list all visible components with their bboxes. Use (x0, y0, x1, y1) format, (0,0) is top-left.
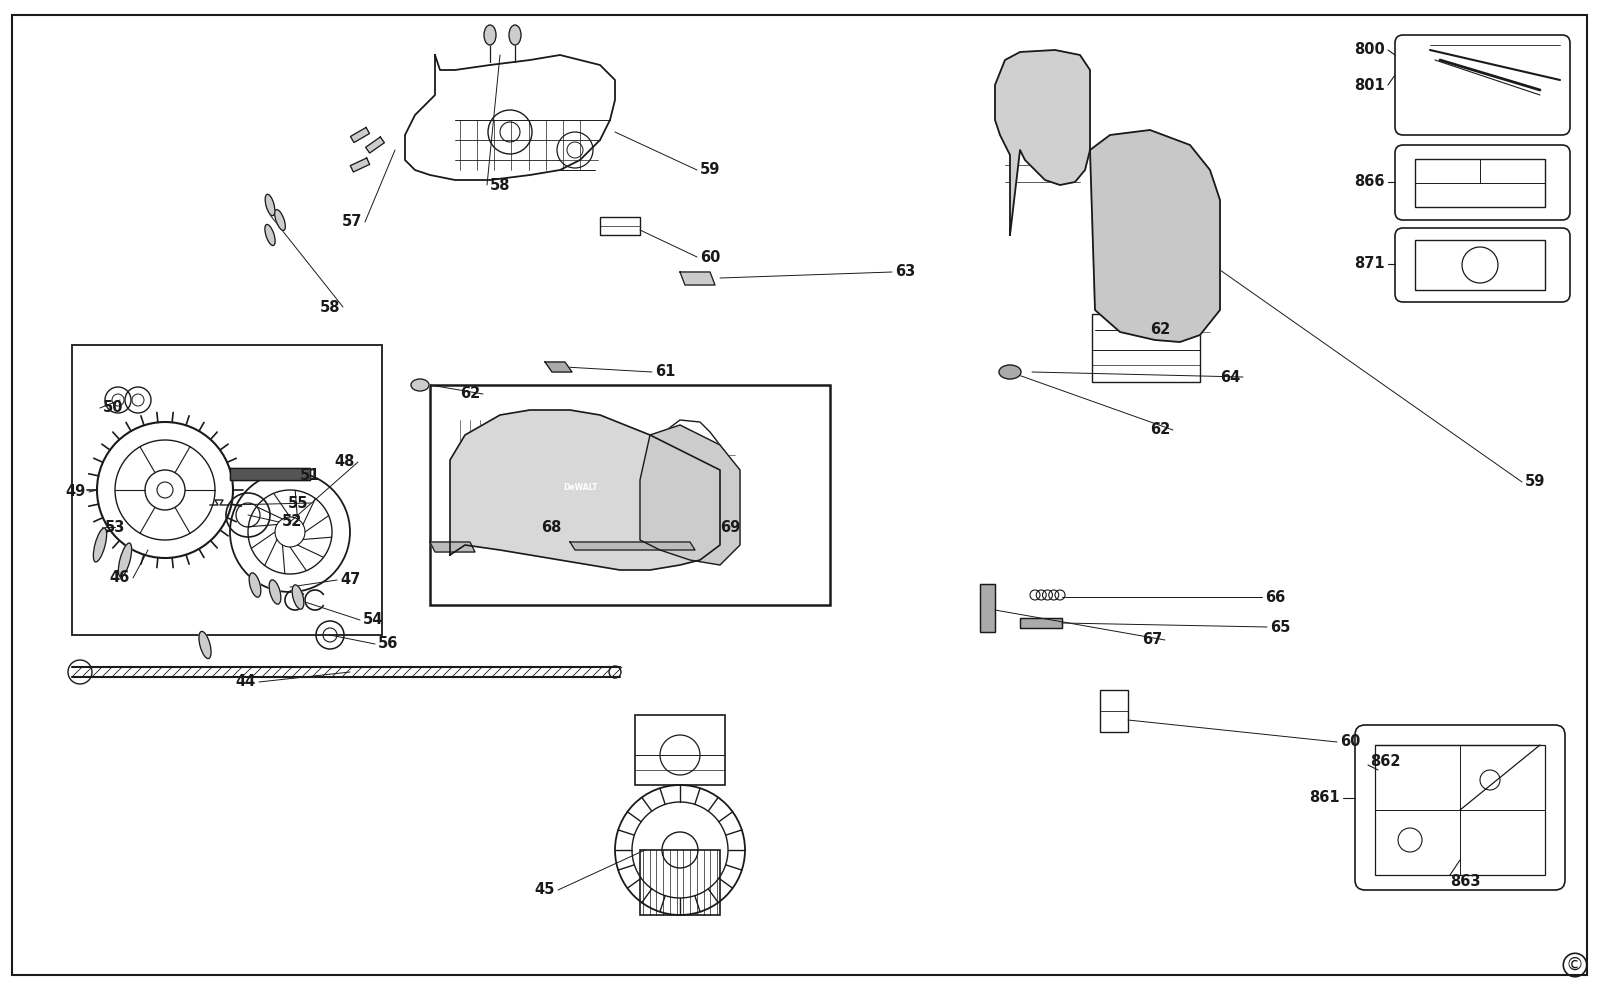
Text: 862: 862 (1370, 754, 1400, 769)
Polygon shape (405, 55, 614, 180)
Text: DeWALT: DeWALT (563, 483, 597, 492)
Text: 53: 53 (106, 520, 125, 535)
Bar (979, 584, 995, 632)
Polygon shape (680, 272, 715, 285)
Polygon shape (430, 542, 475, 552)
Ellipse shape (266, 194, 275, 216)
Text: 55: 55 (288, 496, 307, 511)
Text: 46: 46 (110, 570, 130, 585)
Bar (72, 345, 382, 635)
Text: 65: 65 (1270, 620, 1290, 635)
Polygon shape (230, 468, 310, 480)
Ellipse shape (411, 379, 429, 391)
Text: 45: 45 (534, 882, 555, 898)
Bar (1414, 159, 1546, 207)
Bar (1091, 314, 1200, 382)
Text: 67: 67 (1142, 633, 1162, 647)
Polygon shape (350, 158, 370, 172)
Text: 69: 69 (720, 521, 741, 536)
Bar (635, 715, 725, 785)
Ellipse shape (293, 585, 304, 609)
Text: 44: 44 (235, 674, 256, 689)
Ellipse shape (998, 365, 1021, 379)
Text: 61: 61 (654, 364, 675, 379)
Bar (530, 474, 630, 502)
Bar (1021, 618, 1062, 628)
Bar (1101, 690, 1128, 732)
Polygon shape (640, 425, 739, 565)
Polygon shape (570, 542, 694, 550)
Ellipse shape (483, 25, 496, 45)
Text: 56: 56 (378, 637, 398, 651)
Text: 63: 63 (894, 264, 915, 279)
Text: 52: 52 (282, 515, 302, 530)
Polygon shape (366, 137, 384, 153)
Text: 59: 59 (701, 162, 720, 177)
Ellipse shape (266, 225, 275, 246)
Polygon shape (450, 410, 720, 570)
Ellipse shape (118, 544, 131, 577)
Ellipse shape (275, 210, 285, 231)
Text: 60: 60 (701, 249, 720, 264)
Polygon shape (350, 128, 370, 143)
Ellipse shape (509, 25, 522, 45)
Ellipse shape (269, 580, 282, 604)
Polygon shape (1090, 130, 1221, 342)
Bar (640, 850, 720, 915)
Polygon shape (995, 50, 1090, 235)
Bar (600, 217, 640, 235)
Text: 62: 62 (459, 386, 480, 402)
Polygon shape (546, 362, 573, 372)
Ellipse shape (250, 573, 261, 597)
Text: 68: 68 (542, 521, 562, 536)
Text: 62: 62 (1150, 323, 1170, 338)
Text: 861: 861 (1309, 790, 1341, 806)
Text: 801: 801 (1354, 77, 1386, 92)
Text: 866: 866 (1355, 174, 1386, 189)
Bar (979, 584, 995, 632)
Text: 60: 60 (1341, 735, 1360, 749)
Text: 54: 54 (363, 613, 384, 628)
Text: 58: 58 (490, 177, 510, 192)
Bar (1414, 240, 1546, 290)
Text: 66: 66 (1266, 589, 1285, 605)
Ellipse shape (198, 632, 211, 658)
Bar (1021, 618, 1062, 628)
Text: 48: 48 (334, 454, 355, 469)
Text: ©: © (1566, 956, 1584, 974)
Text: 51: 51 (301, 467, 320, 482)
Text: 57: 57 (342, 215, 362, 230)
Text: 863: 863 (1450, 874, 1480, 889)
Text: 800: 800 (1354, 43, 1386, 57)
Bar (430, 385, 830, 605)
Text: 64: 64 (1219, 369, 1240, 384)
Text: 50: 50 (102, 401, 123, 416)
Text: 871: 871 (1354, 256, 1386, 271)
Text: 47: 47 (339, 572, 360, 587)
Ellipse shape (93, 528, 107, 562)
Text: 49: 49 (66, 484, 86, 500)
Text: 59: 59 (1525, 474, 1546, 489)
Bar (1374, 745, 1546, 875)
Text: 62: 62 (1150, 423, 1170, 438)
Text: 58: 58 (320, 300, 339, 315)
